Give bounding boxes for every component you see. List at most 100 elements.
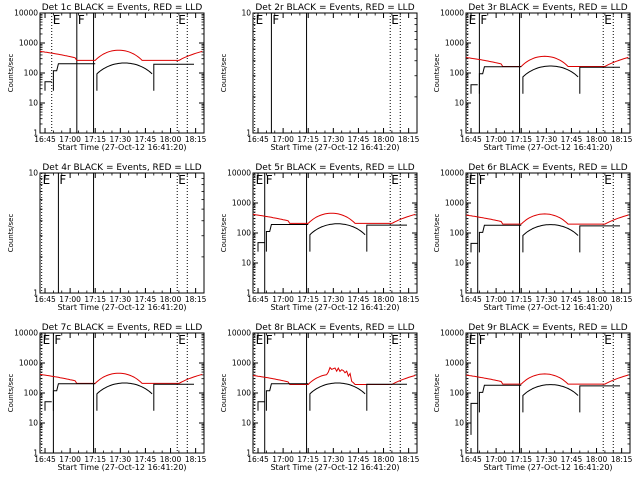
y-tick-label: 10	[241, 419, 251, 428]
y-tick-label: 1	[33, 129, 38, 138]
events-series-line	[52, 63, 96, 91]
chart-title: Det 5r BLACK = Events, RED = LLD	[255, 163, 414, 173]
marker-label: E	[53, 13, 61, 27]
x-tick-label: 17:30	[110, 135, 132, 144]
x-tick-label: 18:15	[398, 455, 420, 464]
x-tick-label: 17:30	[536, 135, 558, 144]
x-tick-label: 18:00	[373, 135, 395, 144]
lld-series-line	[39, 49, 203, 61]
x-tick-label: 17:15	[297, 455, 319, 464]
y-tick-label: 10000	[440, 9, 464, 18]
y-tick-label: 10	[28, 169, 38, 178]
plot-frame	[465, 332, 631, 454]
x-tick-label: 17:45	[561, 135, 583, 144]
plot-frame	[465, 12, 631, 134]
y-axis-label: Counts/sec	[220, 54, 228, 93]
chart-panel-7: Det 7c BLACK = Events, RED = LLD 1 10 100 10…	[7, 323, 207, 472]
x-tick-label: 18:00	[160, 295, 182, 304]
events-series-line	[522, 384, 579, 413]
marker-label: E	[43, 333, 51, 347]
x-tick-label: 18:00	[160, 455, 182, 464]
x-tick-label: 17:15	[510, 135, 532, 144]
chart-title: Det 9r BLACK = Events, RED = LLD	[468, 323, 627, 333]
x-tick-label: 17:45	[135, 295, 157, 304]
y-tick-label: 1000	[445, 359, 464, 368]
y-tick-label: 100	[237, 229, 252, 238]
events-series-line	[265, 224, 309, 252]
x-tick-label: 17:15	[84, 455, 106, 464]
x-tick-label: 18:15	[611, 135, 633, 144]
y-tick-label: 100	[24, 69, 39, 78]
chart-panel-8: Det 8r BLACK = Events, RED = LLD 1 10 100 10…	[220, 323, 420, 472]
y-tick-label: 1000	[445, 39, 464, 48]
x-tick-label: 18:00	[373, 455, 395, 464]
chart-title: Det 8r BLACK = Events, RED = LLD	[255, 323, 414, 333]
x-axis-label: Start Time (27-Oct-12 16:41:20)	[270, 303, 399, 312]
chart-title: Det 3r BLACK = Events, RED = LLD	[468, 3, 627, 13]
marker-label: F	[272, 13, 279, 27]
chart-title: Det 7c BLACK = Events, RED = LLD	[42, 323, 203, 333]
x-tick-label: 18:15	[185, 295, 207, 304]
y-tick-label: 10	[454, 419, 464, 428]
marker-label: E	[604, 13, 612, 27]
x-tick-label: 18:15	[611, 295, 633, 304]
chart-title: Det 4r BLACK = Events, RED = LLD	[42, 163, 201, 173]
x-tick-label: 16:45	[460, 295, 482, 304]
y-tick-label: 1000	[19, 39, 38, 48]
x-axis-label: Start Time (27-Oct-12 16:41:20)	[57, 463, 186, 472]
x-tick-label: 16:45	[247, 295, 269, 304]
chart-title: Det 2r BLACK = Events, RED = LLD	[255, 3, 414, 13]
x-tick-label: 17:30	[536, 295, 558, 304]
marker-label: F	[480, 13, 487, 27]
y-axis-label: Counts/sec	[220, 214, 228, 253]
chart-title: Det 6r BLACK = Events, RED = LLD	[468, 163, 627, 173]
x-tick-label: 17:15	[510, 455, 532, 464]
x-tick-label: 16:45	[34, 455, 56, 464]
x-axis-label: Start Time (27-Oct-12 16:41:20)	[270, 463, 399, 472]
chart-panel-9: Det 9r BLACK = Events, RED = LLD 1 10 100 10…	[433, 323, 633, 472]
events-series-line	[257, 401, 265, 411]
events-series-line	[478, 384, 522, 413]
x-tick-label: 18:15	[611, 455, 633, 464]
x-tick-label: 17:15	[84, 295, 106, 304]
events-series-line	[309, 223, 366, 252]
y-tick-label: 100	[450, 229, 465, 238]
y-tick-label: 10	[28, 99, 38, 108]
y-tick-label: 10000	[227, 169, 251, 178]
x-tick-label: 18:15	[398, 135, 420, 144]
events-series-line	[265, 383, 309, 411]
events-series-line	[366, 224, 407, 252]
marker-label: E	[178, 333, 186, 347]
marker-label: E	[391, 173, 399, 187]
events-series-line	[470, 402, 478, 435]
marker-label: F	[266, 173, 273, 187]
y-tick-label: 1	[459, 289, 464, 298]
chart-panel-4: Det 4r BLACK = Events, RED = LLD 1 10 16:45…	[7, 163, 207, 312]
y-axis-label: Counts/sec	[220, 374, 228, 413]
x-tick-label: 17:30	[110, 455, 132, 464]
chart-panel-1: Det 1c BLACK = Events, RED = LLD 1 10 100 10…	[7, 3, 207, 152]
x-tick-label: 17:00	[272, 295, 294, 304]
plot-frame	[39, 172, 205, 294]
x-tick-label: 17:00	[272, 135, 294, 144]
x-tick-label: 17:00	[485, 295, 507, 304]
lld-series-line	[465, 55, 629, 67]
x-tick-label: 18:00	[586, 455, 608, 464]
x-tick-label: 16:45	[460, 135, 482, 144]
x-axis-label: Start Time (27-Oct-12 16:41:20)	[57, 303, 186, 312]
y-tick-label: 10	[454, 259, 464, 268]
y-axis-label: Counts/sec	[7, 214, 15, 253]
y-tick-label: 1	[246, 289, 251, 298]
events-series-line	[44, 81, 52, 91]
marker-label: F	[266, 333, 273, 347]
y-axis-label: Counts/sec	[7, 374, 15, 413]
events-series-line	[309, 382, 366, 411]
events-series-line	[579, 66, 620, 94]
events-series-line	[52, 383, 96, 411]
events-series-line	[96, 62, 153, 91]
marker-label: E	[604, 173, 612, 187]
y-tick-label: 1	[246, 449, 251, 458]
x-tick-label: 16:45	[247, 455, 269, 464]
marker-label: E	[256, 173, 264, 187]
x-tick-label: 17:00	[59, 295, 81, 304]
